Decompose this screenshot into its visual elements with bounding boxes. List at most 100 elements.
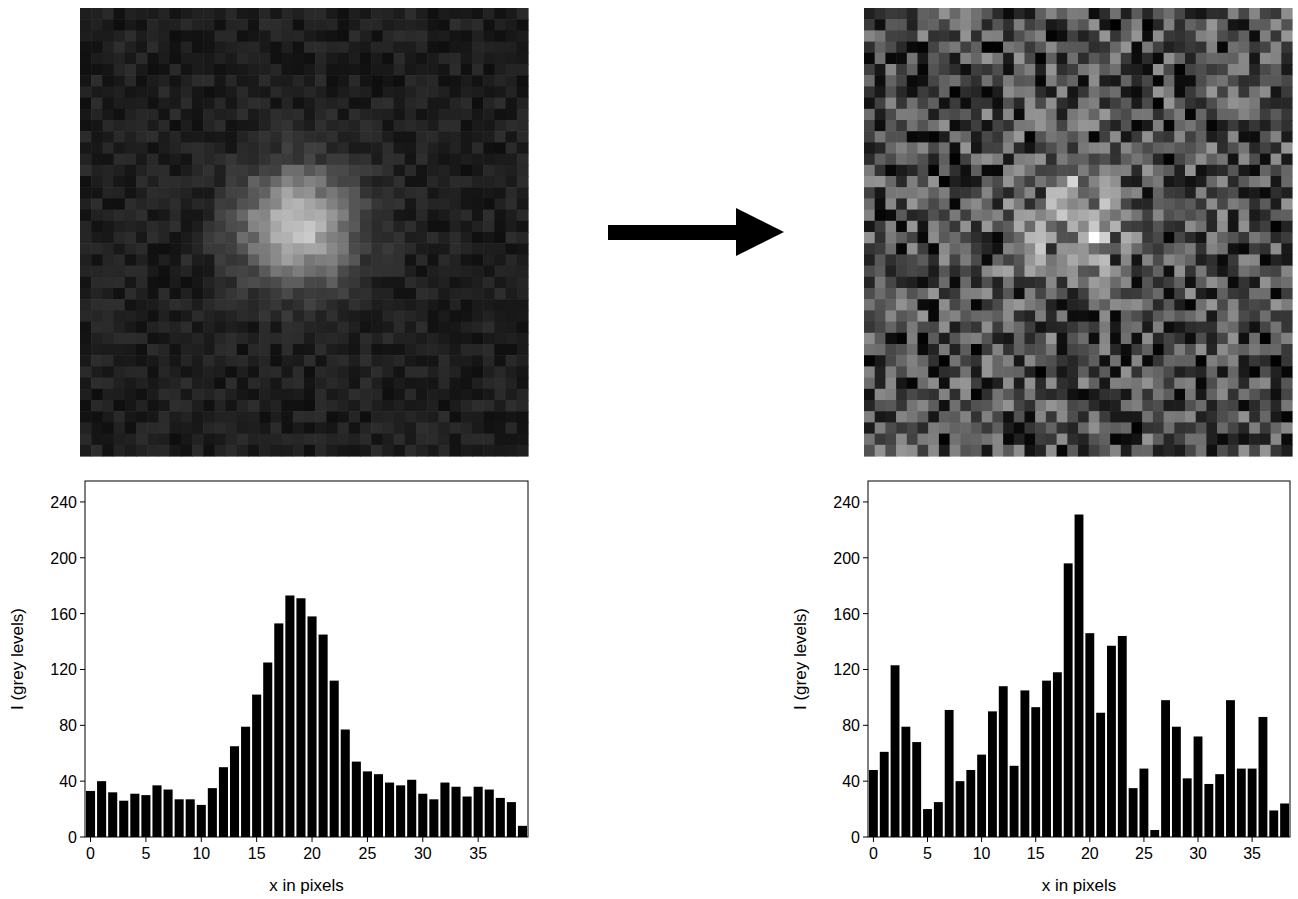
image-pixel [885,64,896,76]
image-pixel [203,131,215,143]
image-pixel [226,154,238,166]
image-pixel [394,254,406,266]
image-pixel [203,86,215,98]
image-pixel [1025,19,1036,31]
image-pixel [1142,19,1153,31]
image-pixel [181,366,193,378]
image-pixel [472,411,484,423]
image-pixel [338,232,350,244]
image-pixel [158,254,170,266]
image-pixel [928,19,939,31]
image-pixel [102,445,114,457]
image-pixel [427,434,439,446]
image-pixel [483,187,495,199]
image-pixel [338,64,350,76]
image-pixel [371,75,383,87]
image-pixel [394,445,406,457]
image-pixel [438,53,450,65]
image-pixel [248,165,260,177]
image-pixel [1281,30,1292,42]
image-pixel [125,243,137,255]
image-pixel [304,288,316,300]
image-pixel [136,366,148,378]
image-pixel [181,232,193,244]
image-pixel [950,53,961,65]
image-pixel [450,288,462,300]
image-pixel [506,277,518,289]
image-pixel [405,299,417,311]
image-pixel [394,30,406,42]
image-pixel [326,378,338,390]
image-pixel [461,355,473,367]
image-pixel [136,42,148,54]
image-pixel [80,400,92,412]
image-pixel [360,198,372,210]
image-pixel [170,187,182,199]
image-pixel [517,288,529,300]
image-pixel [237,198,249,210]
image-pixel [293,131,305,143]
image-pixel [237,288,249,300]
image-pixel [472,187,484,199]
image-pixel [304,75,316,87]
image-pixel [483,333,495,345]
image-pixel [270,8,282,20]
image-pixel [494,310,506,322]
image-pixel [382,299,394,311]
image-pixel [1185,86,1196,98]
image-pixel [427,30,439,42]
image-pixel [147,378,159,390]
image-pixel [226,64,238,76]
image-pixel [1110,42,1121,54]
image-pixel [270,232,282,244]
image-pixel [214,98,226,110]
image-pixel [971,109,982,121]
image-pixel [315,411,327,423]
image-pixel [371,86,383,98]
image-pixel [1067,98,1078,110]
image-pixel [928,42,939,54]
image-pixel [338,299,350,311]
image-pixel [181,445,193,457]
image-pixel [326,120,338,132]
image-pixel [282,165,294,177]
image-pixel [214,19,226,31]
image-pixel [992,53,1003,65]
image-pixel [203,422,215,434]
image-pixel [982,19,993,31]
image-pixel [248,232,260,244]
image-pixel [1260,53,1271,65]
image-pixel [971,64,982,76]
image-pixel [349,366,361,378]
image-pixel [416,243,428,255]
image-pixel [864,86,875,98]
image-pixel [1217,86,1228,98]
image-pixel [885,86,896,98]
image-pixel [315,366,327,378]
image-pixel [1035,30,1046,42]
image-pixel [136,434,148,446]
image-pixel [259,445,271,457]
image-pixel [1164,64,1175,76]
image-pixel [1249,98,1260,110]
image-pixel [1164,53,1175,65]
image-pixel [1132,109,1143,121]
image-pixel [382,288,394,300]
image-pixel [270,120,282,132]
image-pixel [203,165,215,177]
image-pixel [147,243,159,255]
image-pixel [237,53,249,65]
image-pixel [1153,109,1164,121]
image-pixel [203,344,215,356]
image-pixel [158,378,170,390]
image-pixel [293,445,305,457]
image-pixel [1057,53,1068,65]
image-pixel [1174,75,1185,87]
image-pixel [450,277,462,289]
image-pixel [1035,75,1046,87]
image-pixel [394,422,406,434]
image-pixel [259,120,271,132]
image-pixel [326,310,338,322]
image-pixel [517,109,529,121]
image-pixel [360,142,372,154]
